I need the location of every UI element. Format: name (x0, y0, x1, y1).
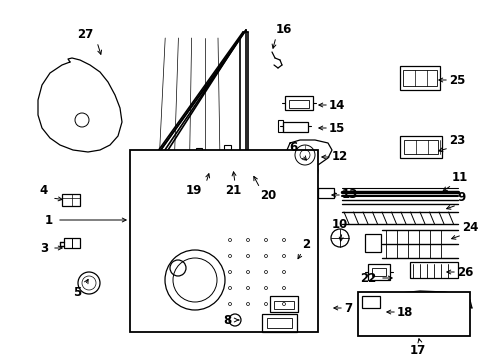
Text: 22: 22 (359, 271, 375, 284)
Text: 16: 16 (275, 23, 292, 36)
Text: 5: 5 (73, 286, 81, 299)
Bar (273, 301, 293, 309)
Bar (371, 268, 385, 276)
Text: 23: 23 (448, 134, 464, 147)
Text: 3: 3 (40, 242, 48, 255)
Bar (196, 148, 202, 155)
Text: 6: 6 (289, 141, 297, 154)
Bar (288, 100, 308, 108)
Text: 25: 25 (448, 73, 465, 86)
Bar (64, 238, 80, 248)
Bar (402, 70, 436, 86)
Text: 9: 9 (456, 191, 464, 204)
Bar (409, 262, 457, 278)
Text: 21: 21 (224, 184, 241, 197)
Bar (193, 155, 204, 165)
Text: 20: 20 (260, 189, 276, 202)
Text: 26: 26 (456, 266, 472, 279)
Bar (283, 122, 307, 132)
Text: 7: 7 (343, 301, 351, 315)
Text: 8: 8 (224, 314, 231, 327)
Bar (317, 188, 333, 198)
Bar (399, 66, 439, 90)
Bar (357, 292, 469, 336)
Bar (278, 120, 283, 132)
Text: 4: 4 (40, 184, 48, 197)
Text: 15: 15 (328, 122, 345, 135)
Bar (224, 145, 230, 152)
Bar (364, 234, 380, 252)
Text: 14: 14 (328, 99, 345, 112)
Bar (285, 96, 312, 110)
Bar (130, 150, 317, 332)
Bar (361, 296, 379, 308)
Bar (269, 296, 297, 312)
Text: 2: 2 (302, 238, 309, 251)
Text: 17: 17 (409, 344, 425, 357)
Text: 18: 18 (396, 306, 412, 319)
Bar (399, 136, 441, 158)
Text: 1: 1 (45, 213, 53, 226)
Bar (62, 194, 80, 206)
Text: 10: 10 (331, 218, 347, 231)
Text: 24: 24 (461, 221, 477, 234)
Bar (367, 264, 389, 280)
Text: 11: 11 (451, 171, 468, 184)
Bar (266, 318, 291, 328)
Bar (262, 314, 296, 332)
Bar (222, 152, 232, 161)
Text: 13: 13 (341, 189, 358, 202)
Text: 19: 19 (185, 184, 202, 197)
Bar (403, 140, 437, 154)
Text: 12: 12 (331, 150, 347, 163)
Text: 27: 27 (77, 28, 93, 41)
